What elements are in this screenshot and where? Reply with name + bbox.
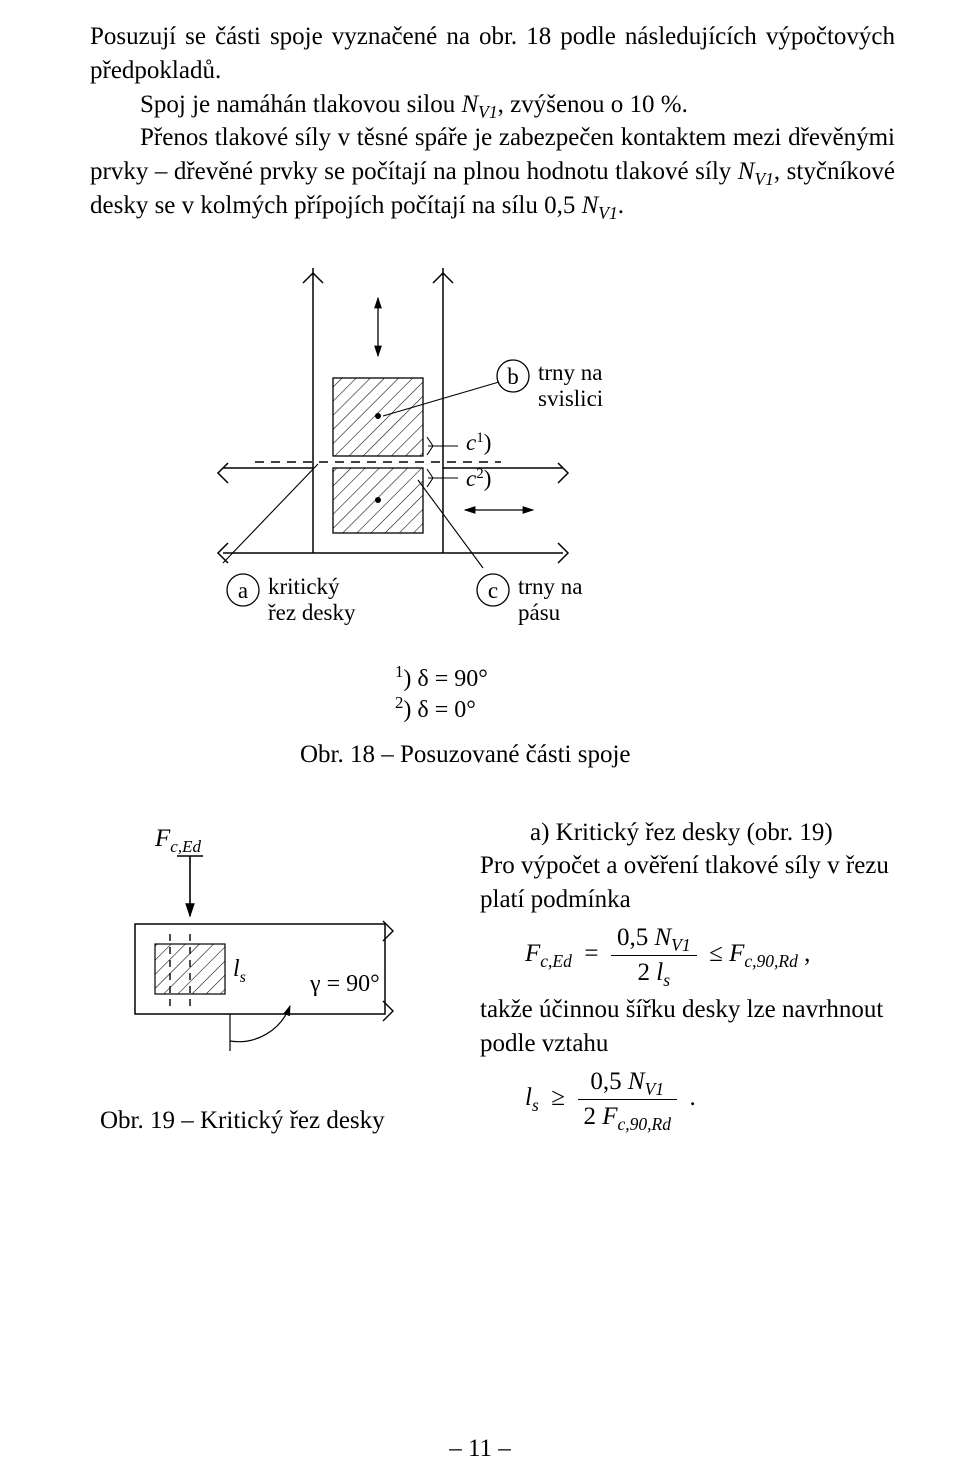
figure-19-svg: Fc,Ed ls γ = 90° xyxy=(115,816,455,1096)
figure-19: Fc,Ed ls γ = 90° xyxy=(90,816,480,1138)
fig18-subnotes: 1) δ = 90° 2) δ = 0° xyxy=(395,664,895,726)
equation-1: Fc,Ed = 0,5 NV1 2 ls ≤ Fc,90,Rd , xyxy=(525,921,895,990)
page-number: – 11 – xyxy=(0,1432,960,1466)
eq2-den-sub: c,90,Rd xyxy=(618,1114,671,1134)
svg-text:ls: ls xyxy=(233,956,246,986)
p2-a: Spoj je namáhán tlakovou silou xyxy=(140,91,461,118)
c2-par: ) xyxy=(483,466,491,491)
c2-sup: 2 xyxy=(476,466,484,482)
eq2-lhs-sub: s xyxy=(532,1095,539,1115)
paragraph-3: Přenos tlakové síly v těsné spáře je zab… xyxy=(90,121,895,222)
p3-sub2: V1 xyxy=(598,203,617,223)
c-letter: c xyxy=(487,578,497,603)
equation-2: ls ≥ 0,5 NV1 2 Fc,90,Rd . xyxy=(525,1065,895,1134)
figure-18-svg: b trny na svislici c1) c2) a kritický ře… xyxy=(183,268,803,658)
eq1-rhs-i: F xyxy=(729,940,744,967)
p1-text: Posuzují se části spoje vyznačené na obr… xyxy=(90,23,895,84)
b-label-1: trny na xyxy=(538,360,603,385)
right-text-block: a) Kritický řez desky (obr. 19) Pro výpo… xyxy=(480,816,895,1138)
paragraph-2: Spoj je namáhán tlakovou silou NV1, zvýš… xyxy=(90,88,895,122)
eq1-lhs-sub: c,Ed xyxy=(540,951,572,971)
eq2-num-i: N xyxy=(628,1068,645,1095)
p2-b: , zvýšenou o 10 %. xyxy=(498,91,688,118)
eq2-den-pre: 2 xyxy=(584,1103,603,1130)
svg-text:Fc,Ed: Fc,Ed xyxy=(154,825,201,856)
p3-i: N xyxy=(738,158,755,185)
eq1-num-sub: V1 xyxy=(671,935,690,955)
svg-text:c1): c1) xyxy=(466,430,491,455)
fig18-caption: Obr. 18 – Posuzované části spoje xyxy=(300,738,895,772)
f19-Fsub: c,Ed xyxy=(170,837,201,856)
f19-lsub: s xyxy=(240,969,246,986)
right-line1: a) Kritický řez desky (obr. 19) xyxy=(480,816,895,850)
eq1-num-i: N xyxy=(654,924,671,951)
eq2-den-i: F xyxy=(602,1103,617,1130)
p3-i2: N xyxy=(582,192,599,219)
c-label-2: pásu xyxy=(518,600,561,625)
eq1-den-sub: s xyxy=(663,970,670,990)
p2-N: N xyxy=(461,91,478,118)
f19-gamma: γ = 90° xyxy=(309,971,380,997)
eq1-rhs-sub: c,90,Rd xyxy=(744,951,797,971)
sub1-rest: ) δ = 90° xyxy=(403,666,487,692)
c1-par: ) xyxy=(483,430,491,455)
p3-end: . xyxy=(618,192,624,219)
eq2-lhs-i: l xyxy=(525,1084,532,1111)
b-label-2: svislici xyxy=(538,386,603,411)
eq1-lhs-i: F xyxy=(525,940,540,967)
right-line3: takže účinnou šířku desky lze navrhnout … xyxy=(480,993,895,1061)
c2-c: c xyxy=(466,466,476,491)
page-number-value: 11 xyxy=(468,1435,492,1462)
p3-sub: V1 xyxy=(754,169,773,189)
right-line2: Pro výpočet a ověření tlakové síly v řez… xyxy=(480,849,895,917)
f19-Fi: F xyxy=(154,825,171,852)
b-letter: b xyxy=(507,364,519,389)
paragraph-1: Posuzují se části spoje vyznačené na obr… xyxy=(90,20,895,88)
sub2-rest: ) δ = 0° xyxy=(403,697,475,723)
p2-sub: V1 xyxy=(478,102,497,122)
figure-18: b trny na svislici c1) c2) a kritický ře… xyxy=(90,268,895,772)
svg-text:c2): c2) xyxy=(466,466,491,491)
c-label-1: trny na xyxy=(518,574,583,599)
a-label-2: řez desky xyxy=(268,600,356,625)
a-letter: a xyxy=(237,578,247,603)
eq1-num-pre: 0,5 xyxy=(617,924,655,951)
fig19-caption: Obr. 19 – Kritický řez desky xyxy=(100,1104,480,1138)
eq2-num-sub: V1 xyxy=(645,1079,664,1099)
c1-sup: 1 xyxy=(476,430,484,446)
c1-c: c xyxy=(466,430,476,455)
eq2-num-pre: 0,5 xyxy=(590,1068,628,1095)
a-label-1: kritický xyxy=(268,574,340,599)
eq1-den-pre: 2 xyxy=(638,959,657,986)
